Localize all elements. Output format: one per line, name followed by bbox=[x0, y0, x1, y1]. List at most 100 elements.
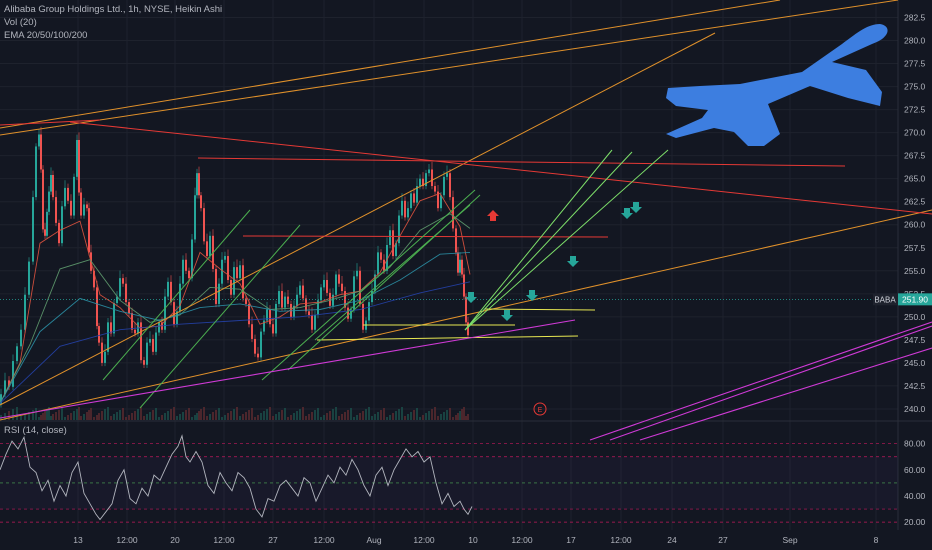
candle-body bbox=[218, 283, 220, 304]
candle-body bbox=[395, 243, 397, 257]
volume-bar bbox=[131, 413, 133, 420]
candle-body bbox=[12, 361, 14, 387]
candle-body bbox=[463, 274, 465, 297]
candle-body bbox=[93, 270, 95, 288]
volume-bar bbox=[101, 411, 103, 420]
chart-title[interactable]: Alibaba Group Holdings Ltd., 1h, NYSE, H… bbox=[4, 4, 223, 15]
candle-body bbox=[119, 278, 121, 297]
volume-bar bbox=[341, 414, 343, 420]
trend-line-magenta bbox=[639, 347, 932, 441]
price-tick-label: 282.5 bbox=[904, 13, 926, 23]
candle-body bbox=[380, 252, 382, 260]
volume-bar bbox=[61, 408, 63, 420]
candle-body bbox=[44, 229, 46, 236]
candle-body bbox=[248, 303, 250, 325]
last-price-box bbox=[898, 293, 932, 306]
volume-bar bbox=[35, 408, 37, 420]
candle-body bbox=[251, 324, 253, 339]
chart-legend[interactable]: Alibaba Group Holdings Ltd., 1h, NYSE, H… bbox=[4, 3, 222, 42]
volume-bar bbox=[58, 410, 60, 420]
candle-body bbox=[16, 346, 18, 362]
volume-bar bbox=[431, 409, 433, 420]
volume-bar bbox=[203, 407, 205, 420]
candle-body bbox=[96, 287, 98, 327]
time-tick-label: 12:00 bbox=[511, 535, 533, 545]
candle-body bbox=[386, 245, 388, 271]
volume-bar bbox=[326, 413, 328, 420]
volume-bar bbox=[38, 417, 40, 420]
trend-line-green bbox=[139, 224, 301, 409]
candle-body bbox=[296, 294, 298, 306]
volume-indicator-label[interactable]: Vol (20) bbox=[4, 17, 37, 28]
candle-body bbox=[143, 360, 145, 365]
volume-bar bbox=[374, 414, 376, 420]
rsi-indicator-label[interactable]: RSI (14, close) bbox=[4, 425, 67, 436]
volume-bar bbox=[245, 412, 247, 420]
candle-body bbox=[443, 176, 445, 196]
candle-body bbox=[131, 313, 133, 330]
volume-bar bbox=[155, 408, 157, 420]
trend-line-magenta bbox=[0, 319, 576, 419]
volume-bar bbox=[67, 415, 69, 420]
price-tick-label: 242.5 bbox=[904, 381, 926, 391]
candle-body bbox=[146, 342, 148, 365]
candle-body bbox=[260, 331, 262, 358]
volume-bar bbox=[28, 412, 30, 420]
volume-bar bbox=[284, 408, 286, 420]
volume-bar bbox=[88, 410, 90, 420]
candle-body bbox=[362, 303, 364, 330]
volume-bar bbox=[143, 416, 145, 420]
candle-body bbox=[437, 191, 439, 209]
price-tick-label: 270.0 bbox=[904, 128, 926, 138]
ema-indicator-label[interactable]: EMA 20/50/100/200 bbox=[4, 30, 88, 41]
volume-bar bbox=[242, 414, 244, 420]
trend-line-orange bbox=[0, 32, 716, 406]
volume-bar bbox=[125, 417, 127, 420]
trend-line-red bbox=[69, 121, 932, 215]
candle-body bbox=[314, 315, 316, 330]
volume-bar bbox=[386, 417, 388, 420]
volume-bar bbox=[188, 408, 190, 420]
candle-body bbox=[233, 267, 235, 295]
volume-bar bbox=[266, 409, 268, 420]
candle-body bbox=[198, 173, 200, 196]
candle-body bbox=[185, 259, 187, 271]
price-tick-label: 262.5 bbox=[904, 197, 926, 207]
candle-body bbox=[215, 268, 217, 304]
trend-line-orange bbox=[0, 0, 899, 136]
candle-body bbox=[203, 208, 205, 242]
trend-line-green bbox=[102, 209, 251, 381]
candle-body bbox=[134, 329, 136, 334]
candle-body bbox=[410, 193, 412, 209]
candle-body bbox=[140, 322, 142, 361]
price-tick-label: 280.0 bbox=[904, 36, 926, 46]
candle-body bbox=[40, 134, 42, 170]
volume-bar bbox=[122, 408, 124, 420]
candle-body bbox=[125, 283, 127, 303]
volume-bar bbox=[257, 415, 259, 420]
volume-bar bbox=[269, 407, 271, 420]
candle-body bbox=[179, 283, 181, 312]
candle-body bbox=[0, 394, 2, 405]
candle-body bbox=[48, 191, 50, 212]
trend-line-green bbox=[261, 189, 476, 381]
up-arrow bbox=[526, 290, 538, 301]
volume-bar bbox=[46, 409, 48, 420]
candle-body bbox=[269, 309, 271, 325]
volume-bar bbox=[254, 417, 256, 420]
candle-body bbox=[104, 351, 106, 363]
candle-body bbox=[302, 285, 304, 299]
trend-line-magenta bbox=[609, 325, 932, 441]
volume-bar bbox=[401, 407, 403, 420]
candle-body bbox=[459, 259, 461, 273]
volume-bar bbox=[463, 407, 465, 420]
price-tick-label: 260.0 bbox=[904, 220, 926, 230]
volume-bar bbox=[335, 407, 337, 420]
volume-bar bbox=[323, 415, 325, 420]
volume-bar bbox=[167, 411, 169, 420]
candle-body bbox=[457, 252, 459, 273]
time-tick-label: 13 bbox=[73, 535, 83, 545]
candle-body bbox=[188, 270, 190, 279]
ticker-tag-box bbox=[873, 293, 898, 306]
